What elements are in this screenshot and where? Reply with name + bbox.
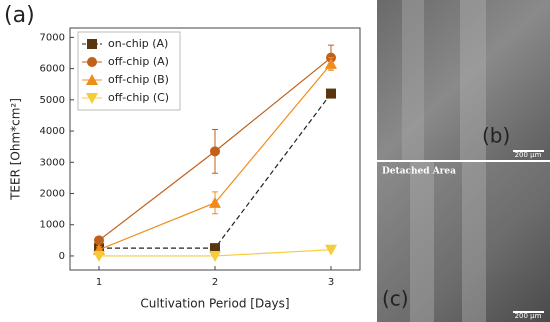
micrograph-b: (b) 200 µm (377, 0, 550, 160)
image-label: (c) (382, 287, 409, 311)
stripe (462, 162, 486, 322)
marker (93, 250, 105, 262)
legend-label: off-chip (C) (108, 91, 169, 104)
stripe (410, 162, 434, 322)
y-tick-label: 3000 (40, 157, 65, 168)
y-tick-label: 6000 (40, 64, 65, 75)
series (94, 44, 336, 246)
y-tick-label: 4000 (40, 126, 65, 137)
marker (210, 146, 220, 157)
x-axis-label: Cultivation Period [Days] (140, 297, 289, 311)
y-tick-label: 5000 (40, 95, 65, 106)
stripe (460, 0, 486, 160)
y-tick-label: 0 (59, 251, 65, 262)
marker (325, 244, 337, 256)
image-label: (b) (482, 124, 510, 148)
marker (325, 57, 337, 69)
stripe (402, 0, 424, 160)
scale-bar-label: 200 µm (515, 312, 542, 320)
micrograph-c: Detached Area (c) 200 µm (377, 162, 550, 322)
legend-label: off-chip (B) (108, 73, 169, 86)
image-b (377, 0, 550, 160)
x-tick-label: 2 (212, 277, 218, 288)
marker (209, 196, 221, 208)
panel-label: (a) (4, 3, 35, 28)
series (93, 244, 337, 262)
marker (210, 243, 220, 254)
legend: on-chip (A) off-chip (A) off-chip (B) off-c… (77, 31, 181, 111)
x-tick-label: 3 (328, 277, 334, 288)
y-tick-label: 2000 (40, 188, 65, 199)
legend-label: off-chip (A) (108, 55, 169, 68)
y-tick-label: 7000 (40, 32, 65, 43)
y-tick-label: 1000 (40, 220, 65, 231)
y-axis-label: TEER [Ohm*cm²] (9, 98, 23, 201)
legend-marker (86, 93, 98, 104)
legend-marker (87, 39, 97, 49)
legend-marker (87, 57, 97, 67)
image-annotation: Detached Area (382, 167, 456, 177)
marker (94, 235, 104, 246)
marker (326, 88, 336, 99)
legend-marker (86, 74, 98, 85)
legend-label: on-chip (A) (108, 37, 168, 50)
marker (209, 250, 221, 262)
image-c (377, 162, 550, 322)
x-tick-label: 1 (96, 277, 102, 288)
scale-bar-label: 200 µm (515, 151, 542, 159)
